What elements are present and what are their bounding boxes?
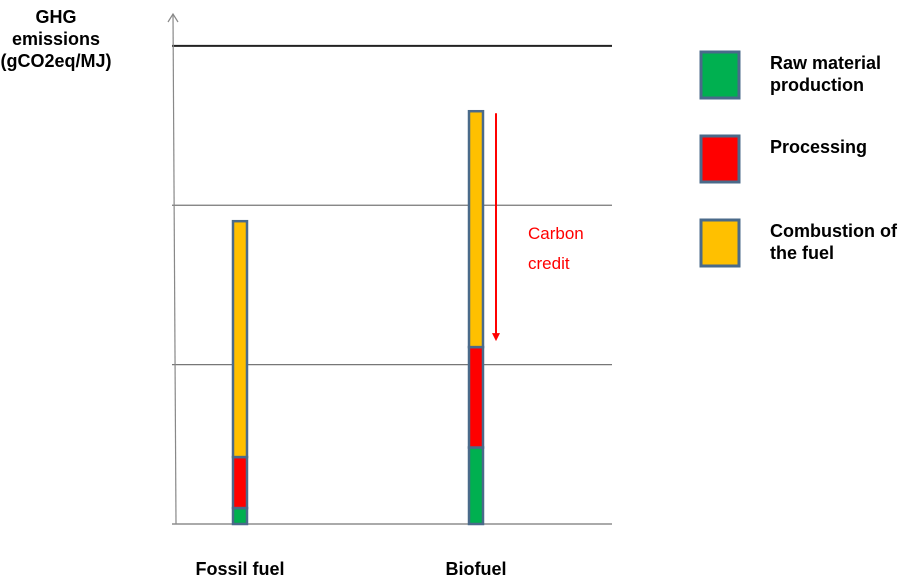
legend-swatch (699, 134, 741, 184)
legend-swatch (699, 218, 741, 268)
y-axis (172, 13, 177, 525)
y-axis-arrow (167, 12, 179, 23)
bar-segment (231, 506, 249, 526)
x-tick-label: Fossil fuel (195, 559, 285, 579)
legend-label: Raw material production (770, 53, 882, 95)
bar-segment (231, 219, 249, 459)
legend-label: Processing (770, 137, 868, 157)
y-axis-label: GHG emissions (gCO2eq/MJ) (0, 7, 112, 71)
carbon-credit-arrowhead (492, 333, 500, 342)
bar-segment (231, 455, 249, 510)
bar-segment (467, 109, 485, 349)
legend-label: Combustion of the fuel (770, 221, 897, 263)
bar-segment (467, 446, 485, 526)
x-tick-label: Biofuel (445, 559, 507, 579)
bar-segment (467, 345, 485, 449)
annotation: Carbon credit (528, 224, 584, 274)
legend-swatch (699, 50, 741, 100)
